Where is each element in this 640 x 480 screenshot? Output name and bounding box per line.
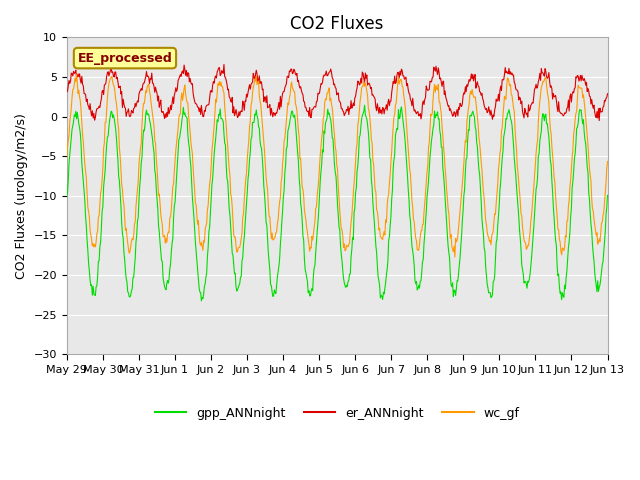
Text: EE_processed: EE_processed bbox=[77, 51, 172, 65]
Title: CO2 Fluxes: CO2 Fluxes bbox=[291, 15, 384, 33]
Legend: gpp_ANNnight, er_ANNnight, wc_gf: gpp_ANNnight, er_ANNnight, wc_gf bbox=[150, 402, 525, 424]
Y-axis label: CO2 Fluxes (urology/m2/s): CO2 Fluxes (urology/m2/s) bbox=[15, 113, 28, 279]
